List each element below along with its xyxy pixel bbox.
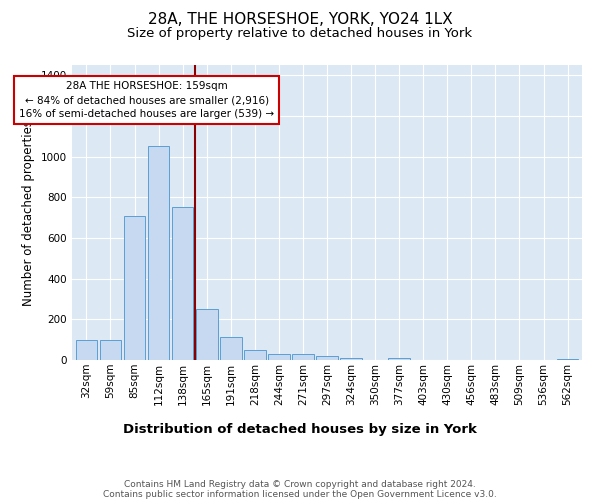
Text: 28A THE HORSESHOE: 159sqm
← 84% of detached houses are smaller (2,916)
16% of se: 28A THE HORSESHOE: 159sqm ← 84% of detac… (19, 82, 274, 120)
Bar (124, 216, 145, 360)
Bar (292, 354, 314, 360)
Text: 28A, THE HORSESHOE, YORK, YO24 1LX: 28A, THE HORSESHOE, YORK, YO24 1LX (148, 12, 452, 28)
Y-axis label: Number of detached properties: Number of detached properties (22, 120, 35, 306)
Bar (100, 340, 121, 360)
Bar (76, 340, 97, 360)
Bar (196, 309, 218, 360)
Text: Contains HM Land Registry data © Crown copyright and database right 2024.
Contai: Contains HM Land Registry data © Crown c… (103, 480, 497, 500)
Bar (244, 350, 266, 360)
Bar (220, 336, 242, 360)
Bar (172, 208, 193, 360)
Bar (557, 359, 578, 360)
Bar (340, 358, 362, 360)
Bar (388, 358, 410, 360)
Text: Distribution of detached houses by size in York: Distribution of detached houses by size … (123, 422, 477, 436)
Text: Size of property relative to detached houses in York: Size of property relative to detached ho… (127, 28, 473, 40)
Bar (148, 146, 169, 360)
Bar (316, 356, 338, 360)
Bar (268, 354, 290, 360)
